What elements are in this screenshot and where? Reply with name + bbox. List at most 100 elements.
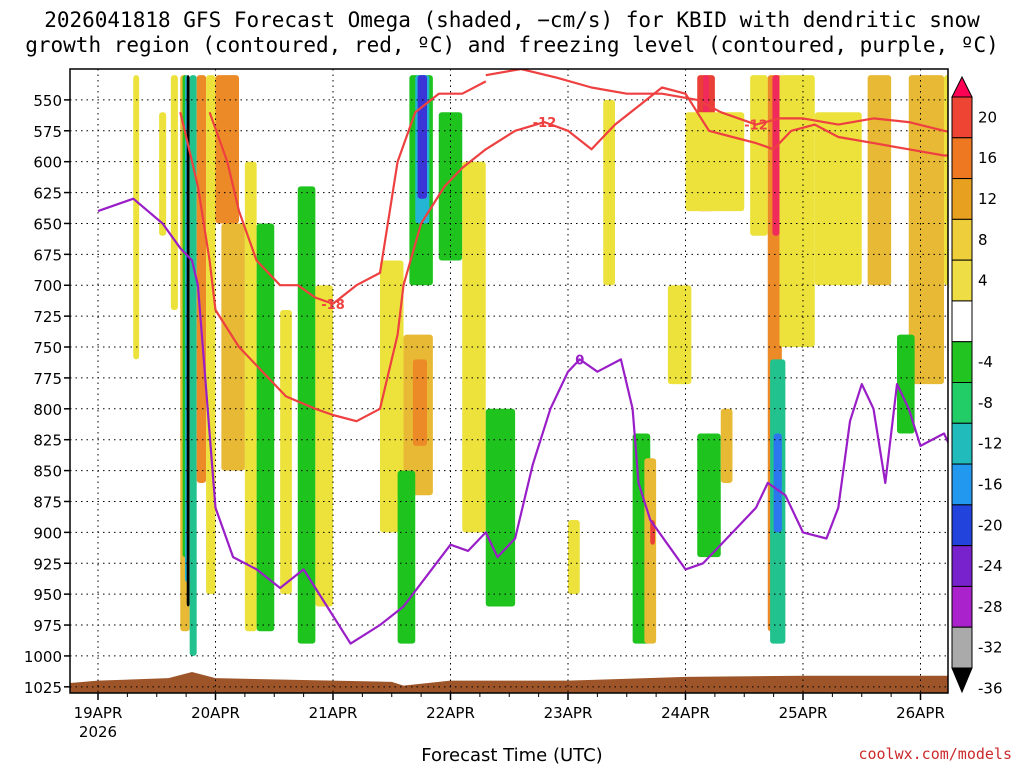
- y-tick-label: 625: [33, 185, 62, 203]
- omega-region: [397, 470, 416, 644]
- dgz-contour-label: -12: [744, 119, 768, 134]
- omega-region: [256, 223, 275, 632]
- y-tick-label: 975: [33, 617, 62, 635]
- omega-region: [720, 408, 733, 483]
- grid-layer: [70, 69, 948, 693]
- omega-region: [697, 433, 721, 558]
- omega-region: [485, 408, 516, 607]
- y-tick-label: 675: [33, 246, 62, 264]
- omega-region: [297, 186, 316, 644]
- colorbar-segment: [951, 626, 973, 669]
- x-tick-year-label: 2026: [79, 723, 117, 741]
- dgz-contour: [485, 69, 948, 133]
- colorbar-segment: [951, 504, 973, 547]
- colorbar-tick-label: -16: [978, 475, 1003, 493]
- ground-layer: [70, 671, 948, 693]
- omega-region: [417, 75, 427, 199]
- omega-region: [244, 161, 257, 632]
- colorbar-tick-label: 20: [978, 108, 997, 126]
- y-tick-label: 550: [33, 92, 62, 110]
- freezing-level-contour: [97, 197, 948, 645]
- omega-shading-layer: [133, 75, 948, 656]
- x-tick-label: 22APR: [426, 704, 475, 722]
- colorbar-tick-label: -20: [978, 516, 1003, 534]
- colorbar-segment: [951, 463, 973, 506]
- y-tick-label: 1025: [24, 679, 62, 697]
- omega-region: [215, 75, 239, 224]
- colorbar-segment: [951, 382, 973, 424]
- colorbar: 20 16 12 8 4 -4 -8 -12 -16 -20 -24 -28 -32 -36: [951, 75, 1003, 697]
- colorbar-tick-label: 12: [978, 190, 997, 208]
- y-tick-label: 775: [33, 370, 62, 388]
- y-tick-label: 650: [33, 215, 62, 233]
- x-tick-label: 20APR: [191, 704, 240, 722]
- omega-region: [867, 75, 892, 286]
- colorbar-segment: [951, 137, 973, 180]
- x-tick-label: 23APR: [544, 704, 593, 722]
- x-axis-label: Forecast Time (UTC): [421, 745, 603, 766]
- omega-region: [779, 75, 815, 348]
- omega-region: [814, 112, 862, 286]
- colorbar-tick-label: 4: [978, 272, 988, 290]
- omega-region: [773, 433, 782, 533]
- omega-region: [772, 75, 780, 236]
- x-axis-ticks: 19APR 20APR 21APR 22APR 23APR 24APR 25APR 26APR…: [74, 693, 945, 741]
- colorbar-tick-label: 8: [978, 231, 988, 249]
- omega-region: [644, 458, 657, 644]
- colorbar-tick-label: -28: [978, 598, 1003, 616]
- x-tick-label: 21APR: [309, 704, 358, 722]
- omega-region: [438, 112, 463, 261]
- colorbar-top-arrow: [951, 75, 973, 98]
- x-tick-label: 24APR: [661, 704, 710, 722]
- dgz-contour-label: -18: [321, 298, 345, 313]
- chart-title-line-1: 2026041818 GFS Forecast Omega (shaded, −…: [44, 8, 980, 32]
- colorbar-segment: [951, 178, 973, 220]
- y-tick-label: 700: [33, 277, 62, 295]
- colorbar-tick-label: -4: [978, 353, 993, 371]
- y-tick-label: 950: [33, 586, 62, 604]
- colorbar-tick-label: -32: [978, 639, 1003, 657]
- colorbar-segment: [951, 259, 973, 302]
- y-tick-label: 575: [33, 123, 62, 141]
- contour-layer: -18 -12 -12 0: [97, 69, 948, 645]
- colorbar-segment: [951, 218, 973, 261]
- colorbar-tick-label: 16: [978, 149, 997, 167]
- freezing-level-contour-label: 0: [575, 353, 584, 368]
- omega-region: [908, 75, 944, 385]
- omega-region: [944, 75, 948, 286]
- y-tick-label: 1000: [24, 648, 62, 666]
- omega-region: [206, 75, 216, 595]
- omega-region: [170, 75, 178, 310]
- colorbar-segment: [951, 545, 973, 587]
- y-tick-label: 750: [33, 339, 62, 357]
- omega-region: [189, 75, 197, 656]
- ground-terrain: [70, 671, 948, 693]
- y-tick-label: 725: [33, 308, 62, 326]
- colorbar-bottom-arrow: [951, 667, 973, 694]
- omega-region: [462, 161, 486, 533]
- omega-region: [750, 75, 768, 236]
- omega-region: [568, 520, 580, 595]
- omega-region: [196, 75, 207, 483]
- credit-link[interactable]: coolwx.com/models: [858, 745, 1012, 763]
- omega-region: [280, 309, 292, 595]
- dgz-contour: [179, 86, 948, 423]
- colorbar-tick-label: -24: [978, 557, 1003, 575]
- y-tick-label: 850: [33, 463, 62, 481]
- x-tick-label: 25APR: [779, 704, 828, 722]
- colorbar-segment: [951, 300, 973, 343]
- omega-region: [315, 285, 333, 607]
- omega-region: [186, 75, 190, 607]
- colorbar-segment: [951, 585, 973, 628]
- omega-region: [133, 75, 140, 360]
- dgz-contour: [208, 80, 487, 305]
- colorbar-segment: [951, 341, 973, 384]
- y-tick-label: 600: [33, 154, 62, 172]
- chart-title-line-2: growth region (contoured, red, ºC) and f…: [25, 33, 999, 57]
- y-tick-label: 825: [33, 432, 62, 450]
- y-tick-label: 800: [33, 401, 62, 419]
- x-tick-label: 26APR: [896, 704, 945, 722]
- y-axis-ticks: 550 575 600 625 650 675 700 725 750 775 800 825 850 8…: [24, 92, 70, 697]
- y-tick-label: 925: [33, 555, 62, 573]
